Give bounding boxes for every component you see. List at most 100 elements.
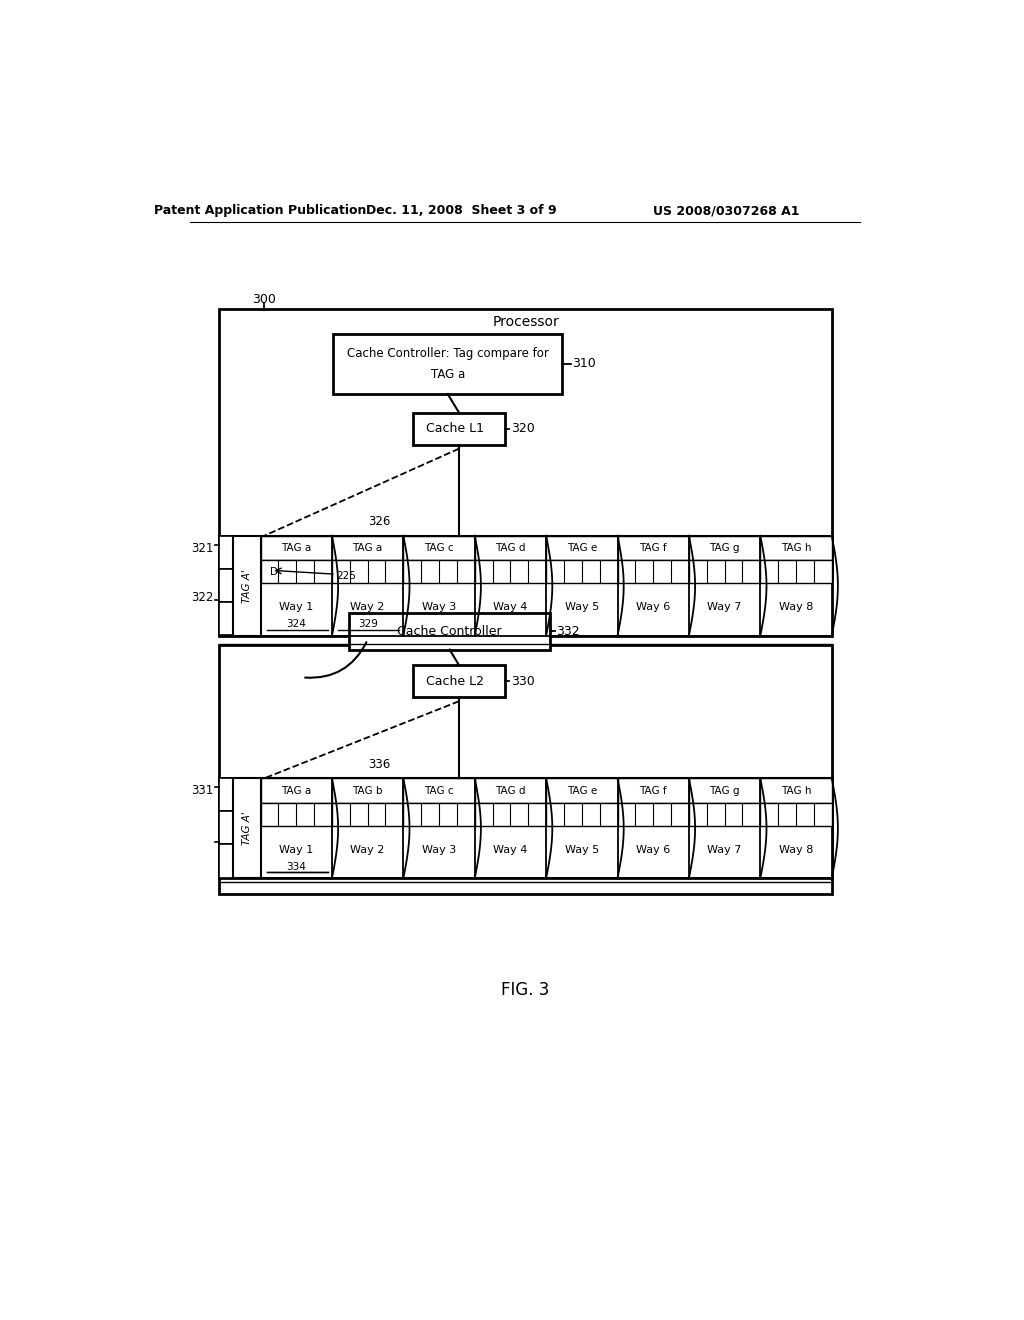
Text: Cache L2: Cache L2 xyxy=(426,675,484,688)
Bar xyxy=(260,536,332,560)
Bar xyxy=(332,779,403,803)
Text: 322: 322 xyxy=(190,591,213,603)
Bar xyxy=(617,536,689,560)
Text: Way 2: Way 2 xyxy=(350,602,385,612)
Bar xyxy=(546,779,617,803)
Text: Cache Controller: Cache Controller xyxy=(397,624,502,638)
Text: TAG f: TAG f xyxy=(639,785,667,796)
Bar xyxy=(689,803,760,826)
Text: Way 3: Way 3 xyxy=(422,845,456,854)
Bar xyxy=(617,779,689,803)
Text: D: D xyxy=(270,566,278,577)
Bar xyxy=(334,334,562,393)
Text: 330: 330 xyxy=(511,675,535,688)
Bar xyxy=(332,803,403,826)
Text: TAG a: TAG a xyxy=(430,367,465,380)
Text: TAG a: TAG a xyxy=(352,543,383,553)
Bar xyxy=(475,536,546,560)
Text: Way 6: Way 6 xyxy=(636,602,671,612)
Bar xyxy=(219,645,831,894)
Text: Way 5: Way 5 xyxy=(564,845,599,854)
Bar xyxy=(233,536,260,636)
Text: FIG. 3: FIG. 3 xyxy=(501,981,549,999)
Text: Way 7: Way 7 xyxy=(708,602,741,612)
Text: TAG a: TAG a xyxy=(282,543,311,553)
Text: Way 1: Way 1 xyxy=(280,602,313,612)
Text: TAG A': TAG A' xyxy=(242,569,252,603)
Bar xyxy=(260,803,332,826)
Text: TAG e: TAG e xyxy=(566,785,597,796)
Text: 336: 336 xyxy=(369,758,390,771)
Text: 331: 331 xyxy=(191,784,213,797)
Bar xyxy=(219,536,831,636)
Bar xyxy=(332,536,403,560)
Text: Way 8: Way 8 xyxy=(779,602,813,612)
Text: Cache L1: Cache L1 xyxy=(426,422,484,436)
Text: 320: 320 xyxy=(511,422,535,436)
Text: Way 7: Way 7 xyxy=(708,845,741,854)
Bar xyxy=(260,560,332,583)
Bar xyxy=(475,560,546,583)
Bar xyxy=(403,779,475,803)
Bar xyxy=(475,803,546,826)
Bar xyxy=(219,536,233,569)
Text: Patent Application Publication: Patent Application Publication xyxy=(154,205,366,218)
Bar xyxy=(546,560,617,583)
Bar xyxy=(219,569,233,602)
Bar xyxy=(689,536,760,560)
Bar xyxy=(219,779,831,878)
Text: 326: 326 xyxy=(369,515,390,528)
Bar xyxy=(475,779,546,803)
Bar xyxy=(414,665,505,697)
Text: Processor: Processor xyxy=(493,315,559,330)
Text: 225: 225 xyxy=(336,570,355,581)
Text: Way 1: Way 1 xyxy=(280,845,313,854)
Text: 300: 300 xyxy=(252,293,275,306)
Text: TAG a: TAG a xyxy=(282,785,311,796)
Bar xyxy=(760,560,831,583)
Text: Way 6: Way 6 xyxy=(636,845,671,854)
Text: TAG h: TAG h xyxy=(780,785,811,796)
Bar xyxy=(689,560,760,583)
Bar xyxy=(414,412,505,445)
Bar xyxy=(332,560,403,583)
Text: 321: 321 xyxy=(190,543,213,554)
Text: 329: 329 xyxy=(357,619,378,630)
Text: 310: 310 xyxy=(572,358,596,371)
Bar xyxy=(219,602,233,635)
Text: TAG c: TAG c xyxy=(424,543,454,553)
Bar xyxy=(219,309,831,578)
Text: TAG h: TAG h xyxy=(780,543,811,553)
Text: TAG b: TAG b xyxy=(352,785,383,796)
Text: TAG f: TAG f xyxy=(639,543,667,553)
Text: TAG d: TAG d xyxy=(496,785,525,796)
Bar xyxy=(349,612,550,649)
Text: TAG e: TAG e xyxy=(566,543,597,553)
Text: 334: 334 xyxy=(287,862,306,871)
Text: TAG g: TAG g xyxy=(710,543,740,553)
Text: Dec. 11, 2008  Sheet 3 of 9: Dec. 11, 2008 Sheet 3 of 9 xyxy=(366,205,557,218)
Text: Way 4: Way 4 xyxy=(494,602,527,612)
Bar xyxy=(403,560,475,583)
Text: US 2008/0307268 A1: US 2008/0307268 A1 xyxy=(653,205,800,218)
Bar xyxy=(617,560,689,583)
Bar xyxy=(760,803,831,826)
Text: 324: 324 xyxy=(287,619,306,630)
Bar xyxy=(617,803,689,826)
Bar xyxy=(233,779,260,878)
Bar xyxy=(760,779,831,803)
Bar xyxy=(760,536,831,560)
Bar xyxy=(219,812,233,845)
Bar xyxy=(689,779,760,803)
Text: TAG A': TAG A' xyxy=(242,812,252,845)
Bar xyxy=(403,803,475,826)
Bar xyxy=(219,779,233,812)
Text: Way 8: Way 8 xyxy=(779,845,813,854)
Text: Way 2: Way 2 xyxy=(350,845,385,854)
Text: Way 4: Way 4 xyxy=(494,845,527,854)
Bar xyxy=(219,845,233,878)
Text: TAG c: TAG c xyxy=(424,785,454,796)
Text: Way 5: Way 5 xyxy=(564,602,599,612)
Bar xyxy=(260,779,332,803)
Text: TAG g: TAG g xyxy=(710,785,740,796)
